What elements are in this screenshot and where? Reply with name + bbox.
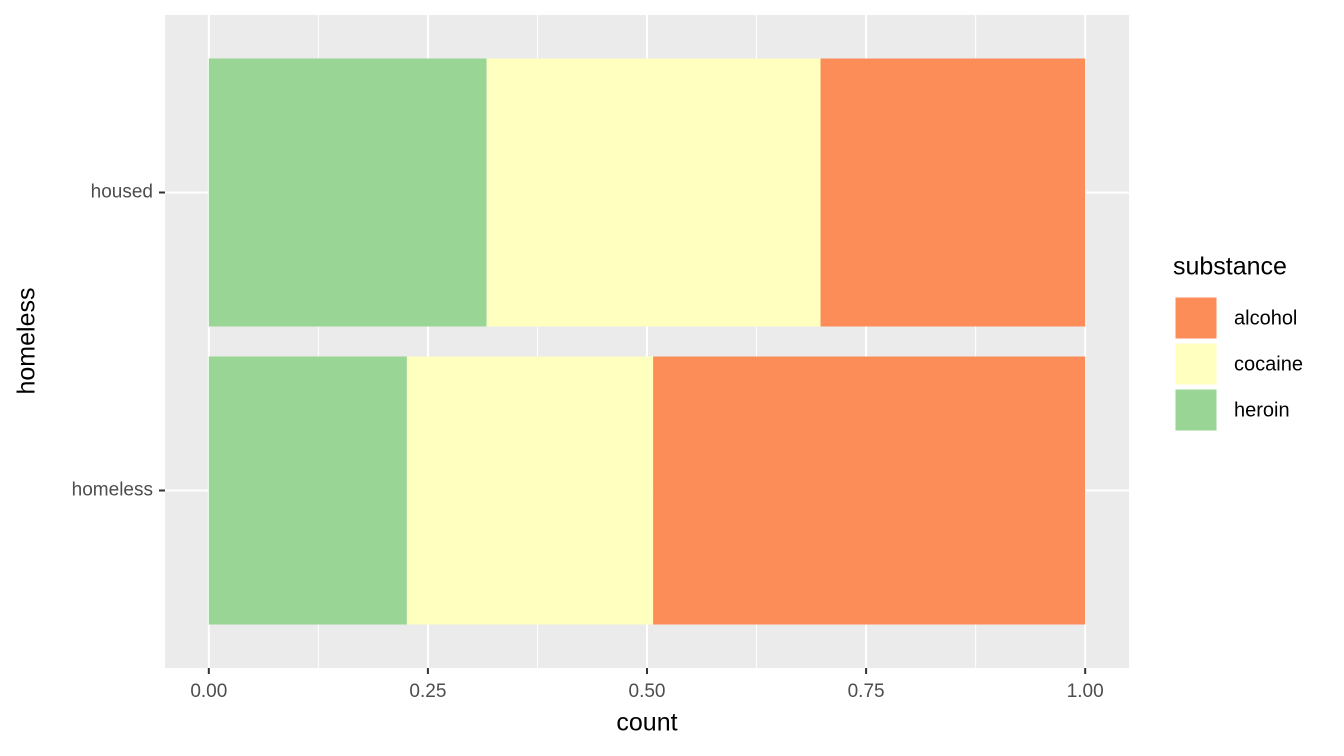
legend: alcohol cocaine heroin <box>1174 296 1303 432</box>
legend-key <box>1174 342 1218 386</box>
axes: 0.00 0.25 0.50 0.75 1.00 housed homeless <box>72 182 1104 703</box>
bar-segment <box>820 58 1086 327</box>
x-tick-label: 0.25 <box>409 681 446 702</box>
x-tick-label: 0.75 <box>848 681 885 702</box>
bar-segment <box>653 356 1086 625</box>
legend-label: alcohol <box>1234 307 1297 329</box>
legend-key <box>1174 388 1218 432</box>
legend-key <box>1174 296 1218 340</box>
x-tick-label: 0.00 <box>190 681 227 702</box>
x-tick-label: 1.00 <box>1067 681 1104 702</box>
bar-segment <box>486 58 821 327</box>
y-tick-label: housed <box>91 182 153 203</box>
x-tick-label: 0.50 <box>629 681 666 702</box>
y-axis-title: homeless <box>13 288 41 395</box>
bar-segment <box>208 356 407 625</box>
bar-segment <box>208 58 487 327</box>
x-axis-title: count <box>616 709 677 737</box>
legend-label: cocaine <box>1234 353 1303 375</box>
bar-segment <box>406 356 654 625</box>
y-tick-label: homeless <box>72 480 153 501</box>
legend-label: heroin <box>1234 399 1290 421</box>
legend-title: substance <box>1173 253 1287 281</box>
bars <box>208 58 1086 625</box>
